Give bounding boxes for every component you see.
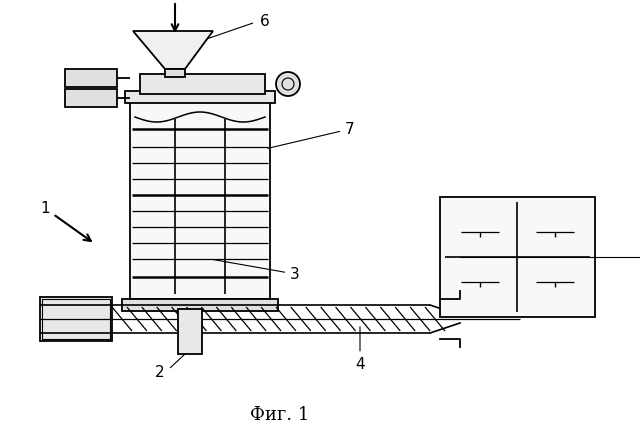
Bar (42, 299, 110, 339)
Circle shape (276, 73, 300, 97)
Text: 4: 4 (355, 327, 365, 372)
Text: 3: 3 (212, 260, 300, 282)
Bar (65, 90, 117, 108)
Bar (40, 297, 112, 341)
Bar (125, 92, 275, 104)
Text: 2: 2 (155, 365, 165, 380)
Bar (65, 70, 117, 88)
Bar (140, 75, 265, 95)
Text: 1: 1 (40, 201, 50, 216)
Bar (130, 100, 270, 299)
Text: 6: 6 (260, 15, 270, 29)
Bar (122, 299, 278, 311)
Text: 7: 7 (268, 122, 355, 149)
Text: Фиг. 1: Фиг. 1 (250, 405, 310, 423)
Polygon shape (133, 32, 213, 70)
Bar (178, 309, 202, 354)
Bar (165, 70, 185, 78)
Bar (440, 197, 595, 317)
